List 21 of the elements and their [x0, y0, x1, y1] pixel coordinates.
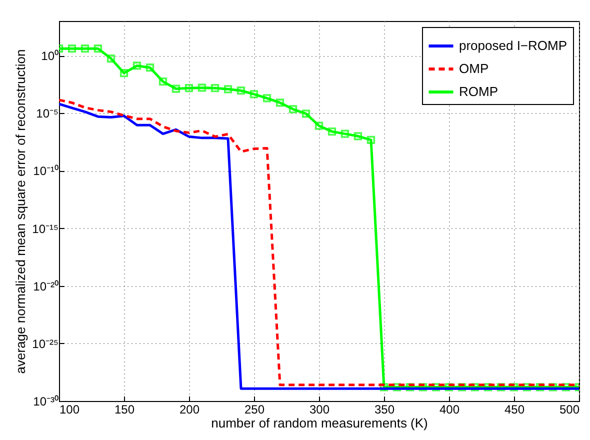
x-axis-title: number of random measurements (K) [211, 416, 428, 430]
y-tick-label: 10⁰ [41, 49, 58, 64]
y-tick-label: 10⁻³⁰ [33, 394, 58, 408]
x-tick-label: 250 [244, 402, 265, 416]
x-tick-label: 500 [559, 402, 580, 416]
x-tick-label: 100 [60, 402, 80, 416]
y-axis-title: average normalized mean square error of reconstruction [13, 49, 28, 374]
y-tick-label: 10⁻²⁵ [32, 336, 59, 351]
legend-label: ROMP [459, 84, 498, 99]
x-tick-label: 300 [309, 402, 330, 416]
y-tick-label: 10⁻¹⁰ [33, 164, 58, 178]
x-tick-label: 450 [504, 402, 525, 416]
legend-label: proposed I−ROMP [459, 38, 568, 53]
x-tick-label: 200 [179, 402, 200, 416]
y-tick-label: 10⁻¹⁵ [32, 222, 59, 236]
x-tick-label: 350 [374, 402, 395, 416]
legend-label: OMP [459, 61, 489, 76]
y-tick-label: 10⁻⁵ [36, 106, 59, 121]
y-tick-label: 10⁻²⁰ [33, 279, 58, 294]
x-tick-label: 150 [114, 402, 135, 416]
x-tick-label: 400 [439, 402, 460, 416]
